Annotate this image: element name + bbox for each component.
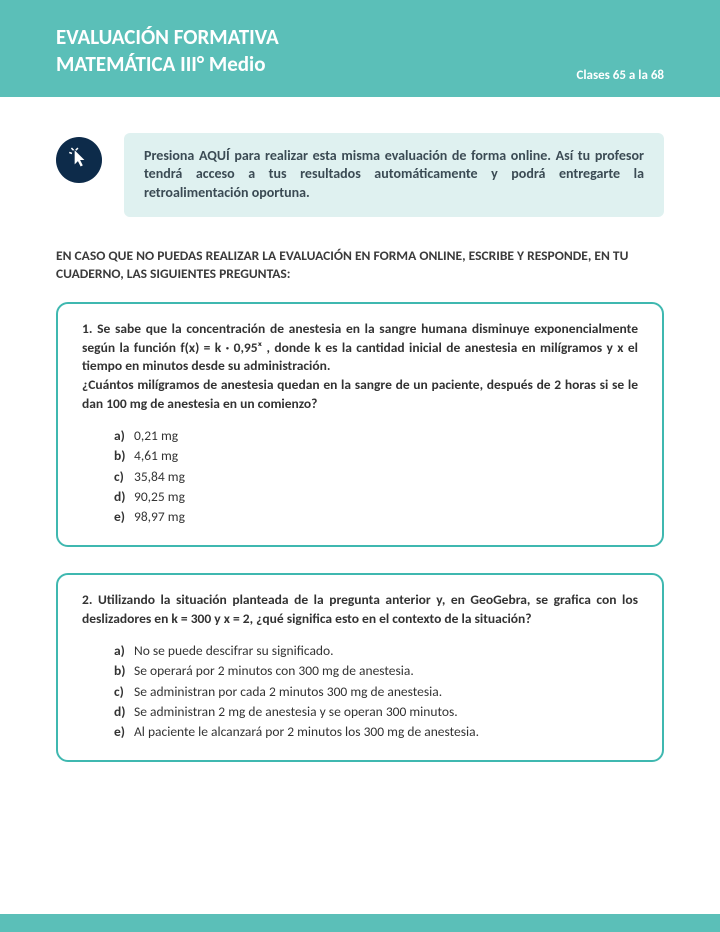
option-label: b) xyxy=(114,446,134,466)
question-box-1: 1. Se sabe que la concentración de anest… xyxy=(56,302,664,548)
click-cursor-icon[interactable] xyxy=(56,137,102,183)
option-row: c)35,84 mg xyxy=(114,467,638,487)
info-row: Presiona AQUÍ para realizar esta misma e… xyxy=(56,133,664,218)
option-row: d)Se administran 2 mg de anestesia y se … xyxy=(114,702,638,722)
question-2-prompt: 2. Utilizando la situación planteada de … xyxy=(82,591,638,629)
header-band: EVALUACIÓN FORMATIVA MATEMÁTICA III° Med… xyxy=(0,0,720,97)
option-label: d) xyxy=(114,487,134,507)
content-area: Presiona AQUÍ para realizar esta misma e… xyxy=(0,97,720,763)
option-text: 90,25 mg xyxy=(134,488,185,505)
option-row: e)Al paciente le alcanzará por 2 minutos… xyxy=(114,722,638,742)
option-row: d)90,25 mg xyxy=(114,487,638,507)
q1-prompt-line2: ¿Cuántos milígramos de anestesia quedan … xyxy=(82,376,638,412)
option-text: Se administran por cada 2 minutos 300 mg… xyxy=(134,683,442,700)
option-text: 4,61 mg xyxy=(134,447,178,464)
option-label: a) xyxy=(114,641,134,661)
option-row: b)4,61 mg xyxy=(114,446,638,466)
option-text: 35,84 mg xyxy=(134,468,185,485)
page-title: EVALUACIÓN FORMATIVA MATEMÁTICA III° Med… xyxy=(56,24,664,79)
option-text: 0,21 mg xyxy=(134,427,178,444)
question-2-options: a)No se puede descifrar su significado. … xyxy=(82,641,638,742)
info-text: Presiona AQUÍ para realizar esta misma e… xyxy=(144,147,644,202)
option-label: a) xyxy=(114,426,134,446)
q1-prompt-line1: 1. Se sabe que la concentración de anest… xyxy=(82,320,638,375)
option-label: e) xyxy=(114,722,134,742)
option-row: b)Se operará por 2 minutos con 300 mg de… xyxy=(114,661,638,681)
q2-prompt: 2. Utilizando la situación planteada de … xyxy=(82,591,638,627)
option-label: d) xyxy=(114,702,134,722)
option-label: e) xyxy=(114,507,134,527)
cursor-svg xyxy=(66,147,92,173)
instructions-text: EN CASO QUE NO PUEDAS REALIZAR LA EVALUA… xyxy=(56,247,664,283)
option-text: 98,97 mg xyxy=(134,508,185,525)
info-callout[interactable]: Presiona AQUÍ para realizar esta misma e… xyxy=(124,133,664,218)
title-line-1: EVALUACIÓN FORMATIVA xyxy=(56,24,279,50)
option-text: Se operará por 2 minutos con 300 mg de a… xyxy=(134,662,414,679)
option-text: Al paciente le alcanzará por 2 minutos l… xyxy=(134,723,479,740)
option-text: No se puede descifrar su significado. xyxy=(134,642,334,659)
question-1-options: a)0,21 mg b)4,61 mg c)35,84 mg d)90,25 m… xyxy=(82,426,638,527)
question-1-prompt: 1. Se sabe que la concentración de anest… xyxy=(82,320,638,414)
footer-band xyxy=(0,914,720,932)
option-row: c)Se administran por cada 2 minutos 300 … xyxy=(114,682,638,702)
option-row: e)98,97 mg xyxy=(114,507,638,527)
option-text: Se administran 2 mg de anestesia y se op… xyxy=(134,703,458,720)
option-label: b) xyxy=(114,661,134,681)
question-box-2: 2. Utilizando la situación planteada de … xyxy=(56,573,664,762)
option-row: a)No se puede descifrar su significado. xyxy=(114,641,638,661)
option-label: c) xyxy=(114,467,134,487)
option-row: a)0,21 mg xyxy=(114,426,638,446)
classes-label: Clases 65 a la 68 xyxy=(576,68,664,83)
title-line-2: MATEMÁTICA III° Medio xyxy=(56,51,265,77)
option-label: c) xyxy=(114,682,134,702)
